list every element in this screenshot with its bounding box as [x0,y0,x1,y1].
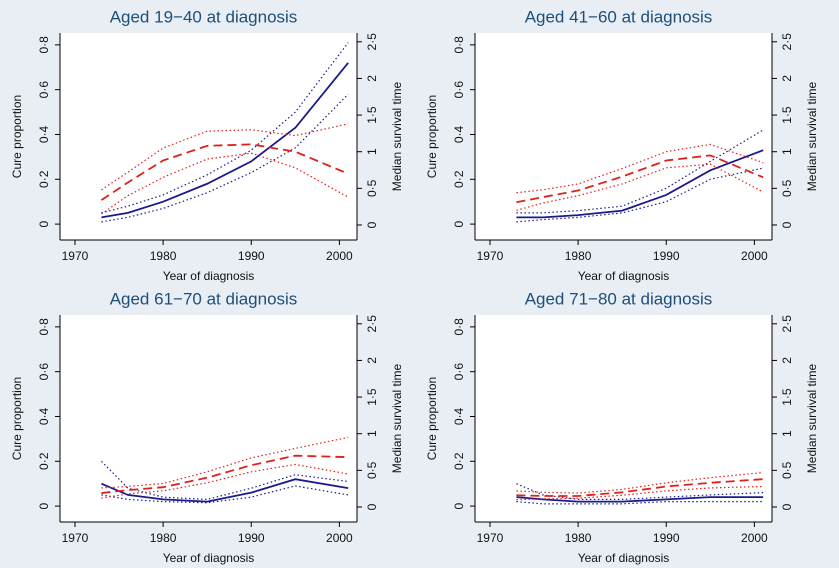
x-axis-title: Year of diagnosis [163,551,255,565]
y-tick-label: 0·8 [452,36,466,54]
y-tick-label: 0·6 [452,81,466,99]
x-tick-label: 1980 [565,531,592,545]
y-tick-label: 0·8 [37,318,51,336]
y-tick-label: 0·2 [37,170,51,188]
estimate-line [516,154,764,204]
x-tick-label: 1980 [150,531,177,545]
x-tick-label: 1990 [653,531,680,545]
panel-title: Aged 19−40 at diagnosis [110,7,298,26]
y2-tick-label: 2 [780,357,794,364]
y-tick-label: 0·8 [37,36,51,54]
plot-area [60,315,357,522]
panel-title: Aged 71−80 at diagnosis [525,289,713,308]
estimate-line [101,478,349,503]
y-tick-label: 0 [37,502,51,509]
y2-tick-label: 0 [780,503,794,510]
y2-tick-label: 1 [780,148,794,155]
confidence-line [516,167,764,223]
x-tick-label: 1990 [653,249,680,263]
y-tick-label: 0·2 [37,452,51,470]
x-tick-label: 1970 [62,531,89,545]
y2-tick-label: 1·5 [780,106,794,124]
y2-axis-title: Median survival time [390,81,404,191]
y2-axis-title: Median survival time [805,81,819,191]
y2-tick-label: 0·5 [365,461,379,479]
x-tick-label: 2000 [326,531,353,545]
y-tick-label: 0 [452,502,466,509]
y-tick-label: 0·6 [37,363,51,381]
x-tick-label: 1970 [477,249,504,263]
y2-tick-label: 0 [365,503,379,510]
y2-tick-label: 1·5 [365,388,379,406]
y2-tick-label: 2·5 [365,315,379,333]
y-tick-label: 0·4 [37,125,51,143]
estimate-line [101,454,349,494]
confidence-line [516,483,764,500]
y2-axis-title: Median survival time [390,363,404,473]
x-tick-label: 1970 [62,249,89,263]
y-tick-label: 0 [452,220,466,227]
estimate-line [100,143,349,201]
estimate-line [516,478,764,497]
y2-tick-label: 2·5 [780,33,794,51]
x-tick-label: 2000 [741,249,768,263]
y2-tick-label: 2·5 [780,315,794,333]
confidence-line [101,42,349,214]
confidence-line [516,143,764,194]
y-tick-label: 0·4 [37,407,51,425]
plot-area [60,33,357,240]
y2-tick-label: 1 [780,430,794,437]
confidence-line [516,163,764,211]
y-axis-title: Cure proportion [425,95,439,178]
y-tick-label: 0·8 [452,318,466,336]
y-tick-label: 0·6 [37,81,51,99]
y-tick-label: 0·4 [452,407,466,425]
x-axis-title: Year of diagnosis [578,551,670,565]
y2-tick-label: 2 [780,75,794,82]
y2-tick-label: 0·5 [780,179,794,197]
y2-tick-label: 0·5 [780,461,794,479]
x-axis-title: Year of diagnosis [163,269,255,283]
x-tick-label: 1990 [238,249,265,263]
y2-tick-label: 1 [365,430,379,437]
y2-tick-label: 1·5 [365,106,379,124]
y-axis-title: Cure proportion [10,377,24,460]
y-tick-label: 0·6 [452,363,466,381]
y2-tick-label: 2 [365,75,379,82]
confidence-line [101,152,349,215]
y2-tick-label: 2 [365,357,379,364]
confidence-line [101,463,349,499]
confidence-line [101,93,349,223]
panel-title: Aged 41−60 at diagnosis [525,7,713,26]
y2-tick-label: 0·5 [365,179,379,197]
y-tick-label: 0·2 [452,170,466,188]
y2-tick-label: 1 [365,148,379,155]
y-axis-title: Cure proportion [10,95,24,178]
panel-title: Aged 61−70 at diagnosis [110,289,298,308]
confidence-line [101,485,349,504]
x-axis-title: Year of diagnosis [578,269,670,283]
estimate-line [516,149,764,219]
y2-tick-label: 1·5 [780,388,794,406]
y2-axis-title: Median survival time [805,363,819,473]
x-tick-label: 1980 [150,249,177,263]
y2-tick-label: 0 [365,221,379,228]
y-tick-label: 0·2 [452,452,466,470]
x-tick-label: 2000 [326,249,353,263]
x-tick-label: 2000 [741,531,768,545]
x-tick-label: 1990 [238,531,265,545]
y2-tick-label: 0 [780,221,794,228]
plot-area [475,33,772,240]
x-tick-label: 1980 [565,249,592,263]
plot-area [475,315,772,522]
y-axis-title: Cure proportion [425,377,439,460]
estimate-line [516,496,764,503]
y2-tick-label: 2·5 [365,33,379,51]
x-tick-label: 1970 [477,531,504,545]
y-tick-label: 0·4 [452,125,466,143]
estimate-line [101,62,349,219]
y-tick-label: 0 [37,220,51,227]
confidence-line [516,129,764,214]
